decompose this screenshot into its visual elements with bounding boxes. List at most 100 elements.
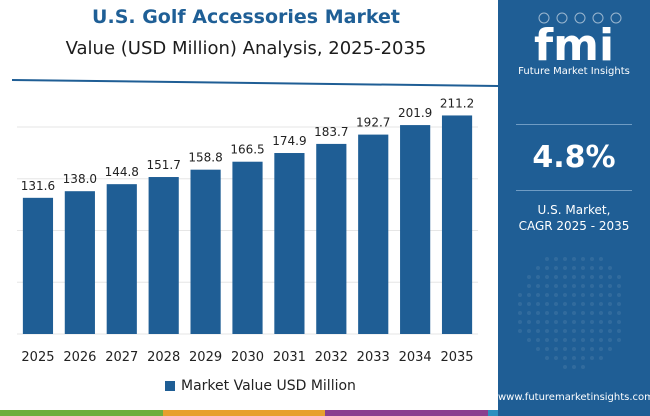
x-tick-2032: 2032 bbox=[315, 350, 348, 365]
watermark-dot bbox=[590, 284, 594, 288]
watermark-dot bbox=[563, 275, 567, 279]
data-label-2032: 183.7 bbox=[314, 125, 348, 139]
watermark-dot bbox=[608, 302, 612, 306]
watermark-dot bbox=[590, 338, 594, 342]
watermark-dot bbox=[527, 293, 531, 297]
watermark-dot bbox=[608, 266, 612, 270]
watermark-dot bbox=[572, 275, 576, 279]
watermark-dot bbox=[554, 347, 558, 351]
watermark-dot bbox=[536, 329, 540, 333]
x-tick-2035: 2035 bbox=[440, 350, 473, 365]
watermark-dot bbox=[554, 338, 558, 342]
sidebar-divider-top bbox=[516, 124, 632, 125]
watermark-dot bbox=[599, 266, 603, 270]
strip-segment-green bbox=[0, 410, 163, 416]
watermark-dot bbox=[617, 275, 621, 279]
watermark-dot bbox=[572, 329, 576, 333]
watermark-dot bbox=[590, 257, 594, 261]
watermark-dot bbox=[545, 257, 549, 261]
watermark-dot bbox=[545, 329, 549, 333]
bar-2028 bbox=[148, 177, 179, 334]
watermark-dot bbox=[563, 257, 567, 261]
bar-2025 bbox=[22, 197, 54, 334]
x-tick-2030: 2030 bbox=[231, 350, 264, 365]
watermark-dot bbox=[590, 329, 594, 333]
watermark-dot bbox=[518, 293, 522, 297]
watermark-dot bbox=[599, 320, 603, 324]
watermark-dot bbox=[554, 257, 558, 261]
watermark-dot bbox=[617, 329, 621, 333]
watermark-dot bbox=[554, 311, 558, 315]
watermark-dot bbox=[572, 257, 576, 261]
watermark-dot bbox=[608, 293, 612, 297]
watermark-dot bbox=[581, 293, 585, 297]
watermark-dot bbox=[536, 347, 540, 351]
watermark-dot bbox=[554, 284, 558, 288]
watermark-dot bbox=[581, 275, 585, 279]
watermark-dot bbox=[536, 284, 540, 288]
watermark-dot bbox=[581, 356, 585, 360]
watermark-dot bbox=[581, 302, 585, 306]
watermark-dot bbox=[536, 293, 540, 297]
watermark-dot bbox=[518, 302, 522, 306]
x-tick-labels: 2025 2026 2027 2028 2029 2030 2031 2032 2033 2034… bbox=[21, 350, 473, 365]
watermark-dot bbox=[563, 329, 567, 333]
watermark-dot bbox=[572, 284, 576, 288]
watermark-dot bbox=[554, 293, 558, 297]
bar-chart: 131.6 138.0 144.8 151.7 158.8 166.5 174.9 183.7… bbox=[17, 96, 478, 365]
data-label-2025: 131.6 bbox=[21, 179, 55, 193]
x-tick-2031: 2031 bbox=[273, 350, 306, 365]
bar-2031 bbox=[274, 153, 305, 334]
watermark-dot bbox=[563, 365, 567, 369]
cagr-label: U.S. Market, CAGR 2025 - 2035 bbox=[498, 202, 650, 234]
legend: Market Value USD Million bbox=[165, 378, 356, 394]
x-tick-2028: 2028 bbox=[147, 350, 180, 365]
watermark-dot bbox=[617, 338, 621, 342]
logo-wordmark: fmi bbox=[534, 20, 614, 71]
bar-2035 bbox=[441, 115, 473, 334]
watermark-dot bbox=[581, 338, 585, 342]
x-tick-2027: 2027 bbox=[105, 350, 138, 365]
data-label-2035: 211.2 bbox=[440, 96, 474, 110]
watermark-dot bbox=[581, 266, 585, 270]
watermark-dot bbox=[545, 311, 549, 315]
watermark-dot bbox=[599, 311, 603, 315]
bar-2027 bbox=[106, 184, 137, 334]
watermark-dot bbox=[572, 311, 576, 315]
watermark-dot bbox=[518, 329, 522, 333]
chart-title: U.S. Golf Accessories Market bbox=[92, 6, 400, 28]
data-label-2029: 158.8 bbox=[188, 151, 222, 165]
watermark-dot bbox=[590, 275, 594, 279]
watermark-dot bbox=[545, 347, 549, 351]
website-link[interactable]: www.futuremarketinsights.com bbox=[498, 392, 650, 403]
x-tick-2034: 2034 bbox=[399, 350, 432, 365]
watermark-dot bbox=[581, 284, 585, 288]
watermark-dot bbox=[581, 365, 585, 369]
watermark-dot bbox=[617, 293, 621, 297]
watermark-dot bbox=[563, 320, 567, 324]
watermark-dot bbox=[617, 311, 621, 315]
watermark-dot bbox=[590, 293, 594, 297]
watermark-dot bbox=[581, 329, 585, 333]
watermark-dot bbox=[554, 266, 558, 270]
watermark-dot bbox=[536, 338, 540, 342]
chart-subtitle: Value (USD Million) Analysis, 2025-2035 bbox=[65, 38, 427, 59]
watermark-dot bbox=[554, 320, 558, 324]
watermark-dot bbox=[608, 338, 612, 342]
watermark-dot bbox=[599, 347, 603, 351]
x-tick-2033: 2033 bbox=[357, 350, 390, 365]
watermark-dot bbox=[599, 356, 603, 360]
watermark-dot bbox=[617, 320, 621, 324]
watermark-dot bbox=[536, 302, 540, 306]
watermark-dot bbox=[536, 275, 540, 279]
sidebar-panel: fmi Future Market Insights 4.8% U.S. Mar… bbox=[498, 0, 650, 416]
data-label-2030: 166.5 bbox=[230, 143, 264, 157]
sidebar-divider-bottom bbox=[516, 190, 632, 191]
data-label-2033: 192.7 bbox=[356, 116, 390, 130]
watermark-dot bbox=[572, 293, 576, 297]
watermark-dot bbox=[572, 356, 576, 360]
watermark-dot bbox=[590, 356, 594, 360]
watermark-dot bbox=[563, 338, 567, 342]
watermark-dot bbox=[545, 293, 549, 297]
watermark-dot bbox=[518, 311, 522, 315]
